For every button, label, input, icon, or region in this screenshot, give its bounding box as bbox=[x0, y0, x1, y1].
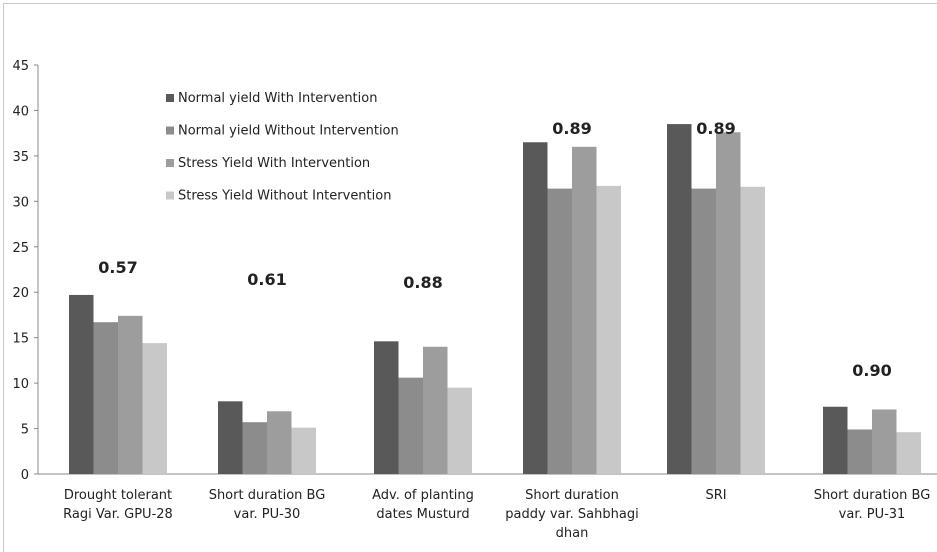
bar bbox=[118, 315, 143, 474]
y-tick-label: 45 bbox=[12, 59, 29, 74]
category-label: paddy var. Sahbhagi bbox=[505, 507, 638, 522]
category-label: Short duration BG bbox=[209, 488, 326, 503]
bar bbox=[667, 124, 692, 475]
bar bbox=[374, 341, 399, 474]
legend-label: Stress Yield With Intervention bbox=[178, 156, 370, 171]
y-tick-label: 40 bbox=[12, 104, 29, 119]
bar bbox=[447, 387, 472, 474]
labels-group: Drought tolerant Ragi Var. GPU-28 Short du… bbox=[63, 119, 930, 541]
category-label: Drought tolerant bbox=[64, 488, 172, 503]
y-tick-label: 0 bbox=[21, 468, 29, 483]
legend-swatch bbox=[166, 94, 174, 102]
y-tick-label: 20 bbox=[12, 286, 29, 301]
y-tick-label: 5 bbox=[21, 423, 29, 438]
category-label: var. PU-31 bbox=[839, 507, 906, 522]
bar bbox=[398, 377, 423, 474]
bar bbox=[93, 322, 118, 474]
bars-group bbox=[69, 124, 921, 475]
category-label: SRI bbox=[705, 488, 726, 503]
legend-group: Normal yield With Intervention Normal yie… bbox=[166, 91, 399, 204]
y-tick-label: 25 bbox=[12, 241, 29, 256]
category-label: dates Musturd bbox=[376, 507, 469, 522]
bar bbox=[872, 409, 897, 474]
y-tick-label: 15 bbox=[12, 332, 29, 347]
data-label: 0.88 bbox=[403, 273, 442, 292]
category-label: Ragi Var. GPU-28 bbox=[63, 507, 173, 522]
bar bbox=[823, 406, 848, 474]
category-label: Short duration BG bbox=[814, 488, 931, 503]
bar bbox=[596, 185, 621, 475]
bar bbox=[523, 142, 548, 474]
category-label: var. PU-30 bbox=[234, 507, 301, 522]
bar bbox=[218, 401, 243, 474]
legend-label: Stress Yield Without Intervention bbox=[178, 189, 391, 204]
bar bbox=[267, 411, 292, 474]
data-label: 0.89 bbox=[552, 119, 591, 138]
category-label: dhan bbox=[556, 526, 589, 541]
bar bbox=[691, 188, 716, 474]
legend-swatch bbox=[166, 159, 174, 167]
bar bbox=[740, 186, 765, 474]
bar bbox=[572, 146, 597, 475]
bar bbox=[547, 188, 572, 474]
y-tick-label: 30 bbox=[12, 195, 29, 210]
data-label: 0.89 bbox=[696, 119, 735, 138]
bar bbox=[423, 346, 448, 474]
bar bbox=[847, 429, 872, 474]
legend-swatch bbox=[166, 191, 174, 200]
bar bbox=[69, 294, 94, 474]
data-label: 0.61 bbox=[247, 270, 286, 289]
data-label: 0.90 bbox=[852, 361, 891, 380]
bar bbox=[291, 427, 316, 474]
y-tick-label: 10 bbox=[12, 377, 29, 392]
category-label: Adv. of planting bbox=[372, 488, 474, 503]
legend-label: Normal yield With Intervention bbox=[178, 91, 377, 106]
axes-group: 0 5 10 15 20 25 30 35 40 45 bbox=[12, 59, 937, 483]
y-tick-label: 35 bbox=[12, 150, 29, 165]
data-label: 0.57 bbox=[98, 258, 137, 277]
legend-swatch bbox=[166, 126, 174, 135]
category-label: Short duration bbox=[525, 488, 619, 503]
bar bbox=[716, 132, 741, 474]
bar bbox=[896, 432, 921, 474]
legend-label: Normal yield Without Intervention bbox=[178, 124, 399, 139]
bar bbox=[142, 343, 167, 474]
bar bbox=[242, 422, 267, 474]
